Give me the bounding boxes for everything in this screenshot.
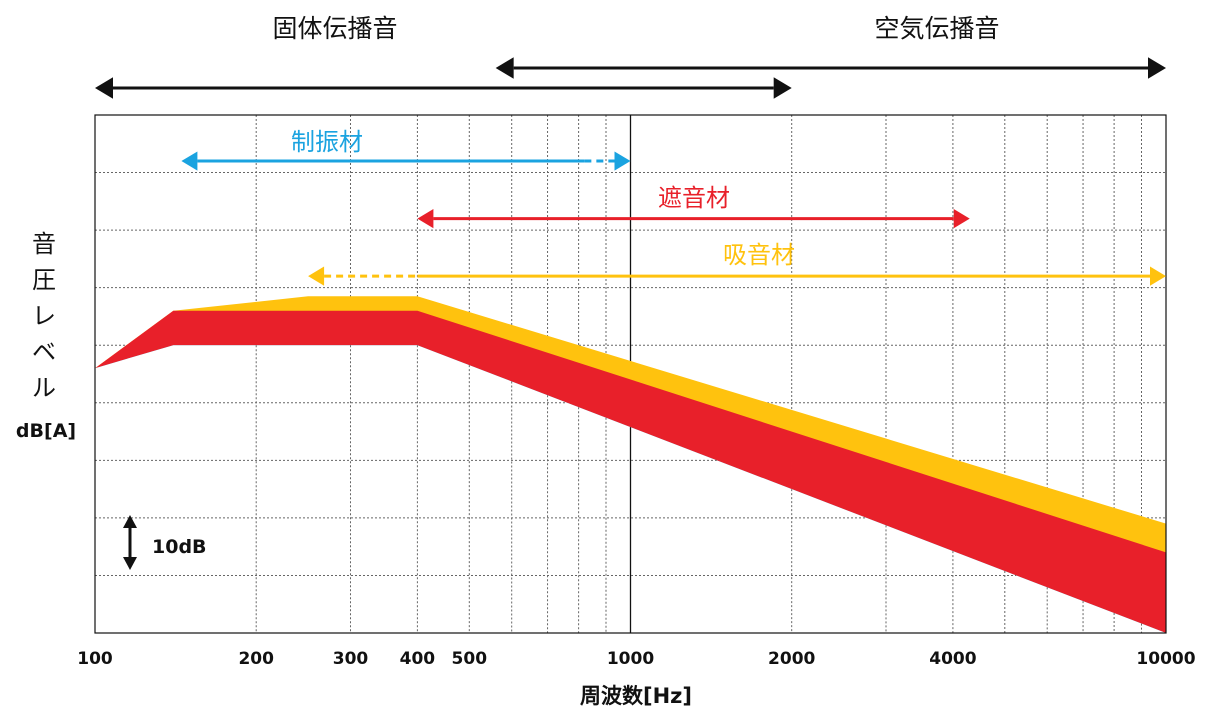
chart-area-fills [95,296,1166,634]
material-arrow-sound-absorbing [308,266,1166,286]
x-tick-label: 200 [238,649,274,669]
range-label-solid-borne: 固体伝播音 [272,14,397,43]
arrow-head-left [417,209,434,229]
y-axis-unit: dB[A] [16,420,76,442]
propagation-ranges: 固体伝播音 空気伝播音 [95,14,1166,99]
x-tick-labels: 100 200 300 400 500 1000 2000 4000 10000 [77,649,1195,669]
range-label-air-borne: 空気伝播音 [874,14,999,43]
x-tick-label: 400 [400,649,436,669]
arrow-head-right [614,151,631,171]
arrow-head-left [308,266,325,286]
material-label-sound-absorbing: 吸音材 [723,241,795,269]
x-tick-label: 300 [333,649,369,669]
y-axis-label-char: 音 [32,230,56,258]
range-arrow-solid-borne [95,77,792,99]
material-label-damping: 制振材 [291,128,363,156]
range-arrow-air-borne [495,57,1166,79]
arrow-head-right [953,209,970,229]
x-tick-label: 1000 [607,649,654,669]
y-axis-label-char: ベ [32,338,56,366]
scale-indicator-label: 10dB [152,536,207,558]
material-arrow-damping [181,151,631,171]
material-label-sound-insulation: 遮音材 [658,184,730,212]
arrow-head-left [495,57,514,79]
arrow-head-right [773,77,792,99]
y-axis-label-char: レ [32,302,56,330]
arrow-head-right [1148,57,1166,79]
x-tick-label: 500 [452,649,488,669]
arrow-head-left [95,77,113,99]
arrow-head-left [181,151,198,171]
y-axis-label-char: 圧 [32,266,56,294]
x-tick-label: 100 [77,649,113,669]
x-tick-label: 2000 [768,649,815,669]
y-axis-label-char: ル [32,374,56,402]
arrow-head-right [1150,266,1166,286]
x-axis-label: 周波数[Hz] [580,684,692,708]
material-arrow-sound-insulation [417,209,970,229]
plot-frame [94,114,1167,634]
scale-indicator: 10dB [123,515,207,570]
x-tick-label: 4000 [929,649,976,669]
x-tick-label: 10000 [1136,649,1195,669]
